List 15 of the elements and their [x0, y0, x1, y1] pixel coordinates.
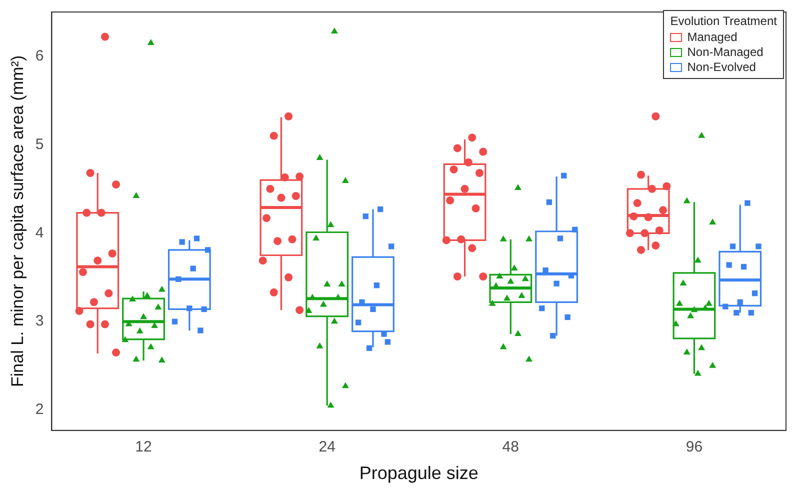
- y-tick-label: 5: [35, 136, 44, 153]
- x-axis-title: Propagule size: [359, 463, 478, 484]
- y-axis-title: Final L. minor per capita surface area (mm²): [8, 55, 27, 388]
- x-tick-label: 96: [686, 438, 703, 456]
- x-tick-label: 48: [502, 438, 519, 456]
- legend-label: Non-Evolved: [687, 60, 756, 75]
- x-tick-label: 24: [318, 438, 336, 456]
- y-tick-label: 6: [35, 47, 44, 64]
- x-tick-label: 12: [135, 438, 152, 456]
- y-tick-label: 4: [35, 224, 44, 242]
- legend-title: Evolution Treatment: [670, 14, 777, 28]
- legend-label: Managed: [687, 30, 738, 45]
- y-tick-label: 3: [35, 312, 44, 330]
- y-tick-label: 2: [35, 401, 44, 418]
- legend-label: Non-Managed: [687, 45, 764, 60]
